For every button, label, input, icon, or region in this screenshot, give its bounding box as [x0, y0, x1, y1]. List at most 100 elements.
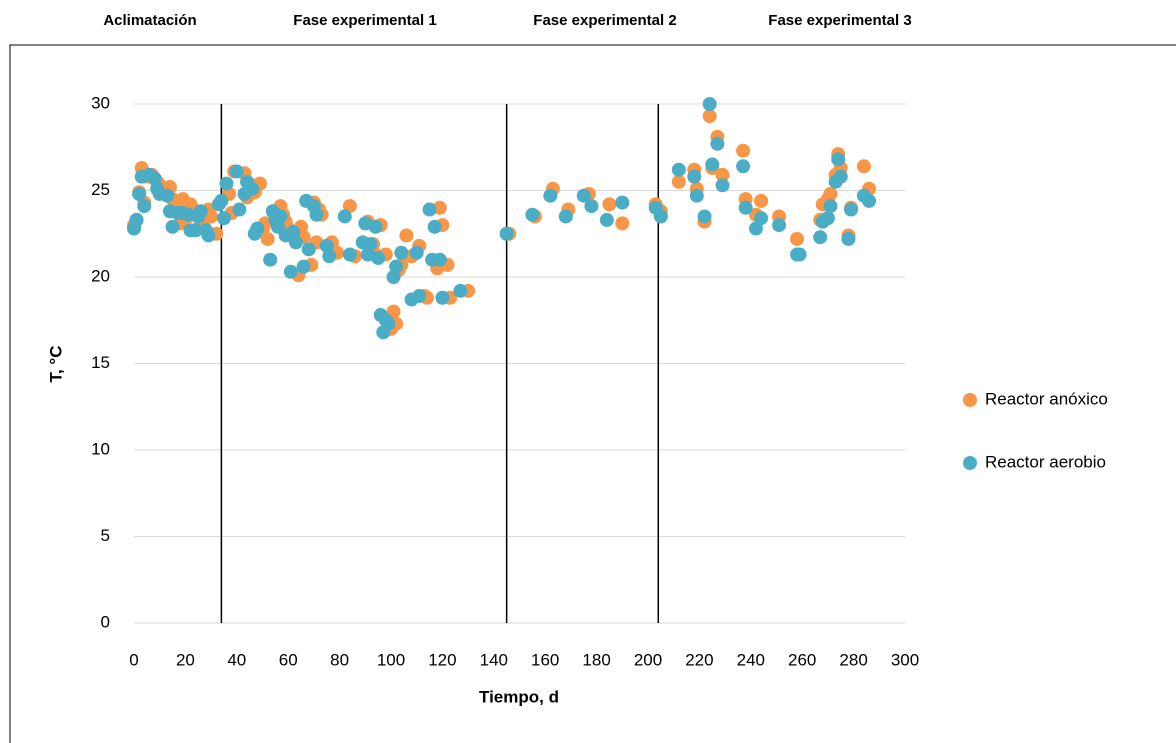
point — [671, 162, 686, 177]
x-tick-label: 100 — [377, 650, 405, 669]
point — [736, 143, 751, 158]
point — [615, 195, 630, 210]
x-tick-label: 40 — [227, 650, 246, 669]
point — [273, 209, 288, 224]
point — [263, 252, 278, 267]
point — [309, 207, 324, 222]
x-tick-label: 20 — [176, 650, 195, 669]
x-tick-label: 0 — [129, 650, 138, 669]
phase-label: Fase experimental 3 — [768, 12, 911, 29]
y-tick-label: 25 — [91, 180, 110, 199]
point — [841, 231, 856, 246]
point — [432, 200, 447, 215]
point — [689, 188, 704, 203]
point — [214, 193, 229, 208]
point — [165, 219, 180, 234]
point — [754, 193, 769, 208]
x-axis-title: Tiempo, d — [479, 687, 559, 706]
point — [602, 197, 617, 212]
point — [599, 212, 614, 227]
point — [702, 97, 717, 111]
point — [394, 245, 409, 260]
point — [363, 237, 378, 252]
point — [543, 188, 558, 203]
point — [738, 200, 753, 215]
y-tick-label: 0 — [101, 612, 110, 631]
x-tick-label: 300 — [891, 650, 919, 669]
point — [160, 188, 175, 203]
point — [715, 167, 730, 182]
y-tick-label: 15 — [91, 353, 110, 372]
point — [862, 193, 877, 208]
point — [219, 176, 234, 191]
point — [301, 242, 316, 257]
point — [260, 231, 275, 246]
point — [453, 283, 468, 298]
y-axis-title: T, °C — [46, 345, 65, 382]
point — [342, 247, 357, 262]
point — [232, 202, 247, 217]
point — [288, 235, 303, 250]
x-tick-label: 220 — [685, 650, 713, 669]
point — [193, 204, 208, 219]
point — [245, 181, 260, 196]
point — [389, 259, 404, 274]
chart-frame — [9, 44, 1176, 743]
point — [342, 199, 357, 214]
point — [736, 159, 751, 174]
point — [132, 186, 147, 201]
y-tick-label: 20 — [91, 266, 110, 285]
point — [558, 209, 573, 224]
phase-label: Fase experimental 2 — [533, 12, 676, 29]
x-tick-label: 280 — [839, 650, 867, 669]
point — [671, 174, 686, 189]
point — [576, 188, 591, 203]
point — [422, 202, 437, 217]
point — [833, 169, 848, 184]
point — [499, 226, 514, 241]
point — [371, 250, 386, 265]
phase-label: Fase experimental 1 — [293, 12, 436, 29]
point — [180, 207, 195, 222]
y-tick-label: 5 — [101, 526, 110, 545]
point — [368, 219, 383, 234]
point — [702, 109, 717, 124]
point — [201, 228, 216, 243]
point — [715, 178, 730, 193]
x-tick-label: 260 — [788, 650, 816, 669]
y-tick-label: 10 — [91, 439, 110, 458]
point — [137, 199, 152, 214]
x-tick-label: 160 — [531, 650, 559, 669]
point — [399, 228, 414, 243]
x-tick-label: 140 — [480, 650, 508, 669]
legend-label: Reactor aerobio — [985, 452, 1106, 471]
point — [754, 211, 769, 226]
x-tick-label: 120 — [428, 650, 456, 669]
point — [710, 136, 725, 151]
point — [229, 164, 244, 179]
point — [381, 316, 396, 331]
point — [216, 211, 231, 226]
point — [283, 264, 298, 279]
point — [823, 186, 838, 201]
point — [792, 247, 807, 262]
point — [790, 231, 805, 246]
point — [823, 199, 838, 214]
point — [697, 209, 712, 224]
point — [427, 219, 442, 234]
legend-marker — [963, 393, 977, 407]
point — [129, 212, 144, 227]
point — [322, 249, 337, 264]
point — [432, 252, 447, 267]
point — [250, 221, 265, 236]
point — [412, 289, 427, 304]
point — [615, 216, 630, 231]
point — [820, 211, 835, 226]
x-tick-label: 200 — [634, 650, 662, 669]
point — [705, 157, 720, 172]
point — [653, 209, 668, 224]
legend-label: Reactor anóxico — [985, 389, 1108, 408]
legend-marker — [963, 456, 977, 470]
point — [856, 159, 871, 174]
